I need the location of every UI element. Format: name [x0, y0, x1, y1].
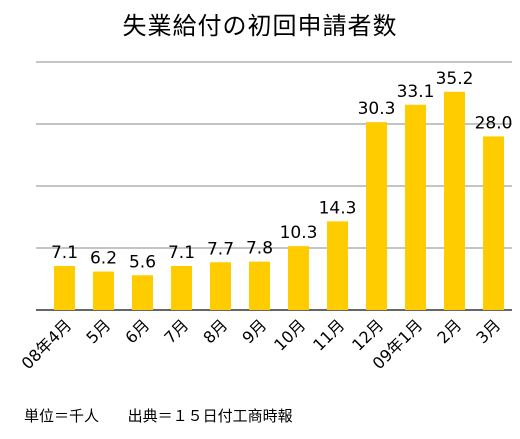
data-label: 7.1: [51, 243, 78, 263]
data-label: 6.2: [90, 249, 117, 269]
bar: [132, 275, 153, 310]
bar: [288, 246, 309, 310]
data-label: 33.1: [397, 82, 435, 102]
data-label: 10.3: [280, 223, 318, 243]
data-label: 5.6: [129, 252, 156, 272]
category-label: 5月: [82, 315, 114, 347]
data-label: 30.3: [358, 99, 396, 119]
bar: [171, 265, 192, 310]
category-label: 6月: [121, 315, 153, 347]
bar: [366, 122, 387, 310]
bar: [54, 265, 75, 310]
category-label: 11月: [309, 315, 348, 354]
category-label: 10月: [270, 315, 309, 354]
chart-footer: 単位＝千人 出典＝１５日付工商時報: [24, 405, 293, 426]
bar: [483, 136, 504, 310]
category-label: 2月: [433, 315, 465, 347]
category-label: 9月: [238, 315, 270, 347]
bar: [210, 262, 231, 310]
data-label: 7.1: [168, 243, 195, 263]
bar: [93, 271, 114, 310]
source-note: 出典＝１５日付工商時報: [127, 407, 293, 425]
data-label: 7.8: [246, 239, 273, 259]
bar: [249, 261, 270, 310]
category-label: 08年4月: [18, 315, 76, 373]
data-label: 28.0: [475, 113, 513, 133]
bar: [444, 91, 465, 310]
category-label: 8月: [199, 315, 231, 347]
data-label: 14.3: [319, 198, 357, 218]
unit-note: 単位＝千人: [24, 407, 100, 425]
category-label: 3月: [472, 315, 504, 347]
category-label: 7月: [160, 315, 192, 347]
bar: [405, 104, 426, 310]
bar: [327, 221, 348, 310]
chart-title: 失業給付の初回申請者数: [122, 12, 398, 40]
data-label: 35.2: [436, 69, 474, 89]
data-label: 7.7: [207, 239, 234, 259]
